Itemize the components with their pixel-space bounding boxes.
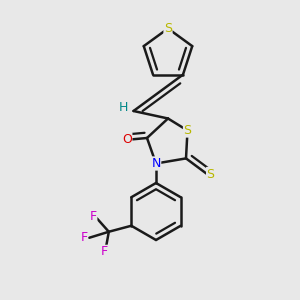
Text: O: O: [122, 133, 132, 146]
Text: N: N: [151, 157, 161, 170]
Text: S: S: [164, 22, 172, 35]
Text: F: F: [101, 245, 108, 258]
Text: F: F: [90, 210, 97, 223]
Text: H: H: [118, 101, 128, 114]
Text: S: S: [207, 167, 214, 181]
Text: F: F: [80, 231, 88, 244]
Text: S: S: [184, 124, 191, 137]
